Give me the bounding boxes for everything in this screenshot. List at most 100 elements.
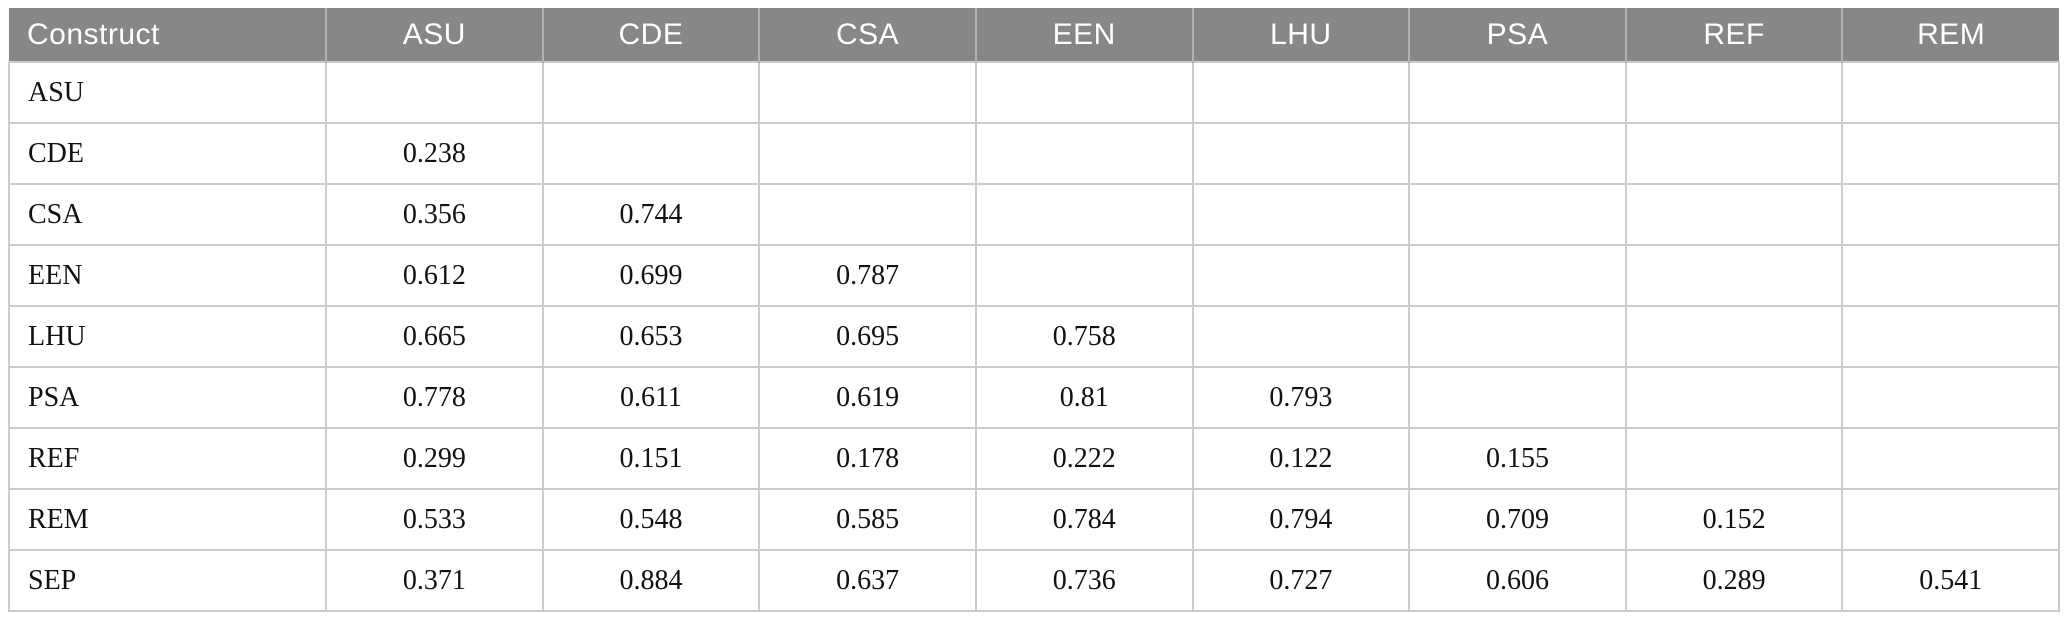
table-row-sep: SEP 0.371 0.884 0.637 0.736 0.727 0.606 … (8, 549, 2060, 612)
cell-psa-rem (1841, 366, 2060, 429)
cell-sep-asu: 0.371 (325, 549, 544, 612)
row-label-sep: SEP (8, 549, 327, 612)
cell-ref-ref (1624, 427, 1844, 490)
cell-een-ref (1624, 244, 1844, 307)
row-label-rem: REM (8, 488, 327, 551)
cell-sep-rem: 0.541 (1841, 549, 2060, 612)
cell-ref-rem (1841, 427, 2060, 490)
cell-ref-csa: 0.178 (758, 427, 977, 490)
table-header-row: Construct ASU CDE CSA EEN LHU PSA REF RE… (9, 8, 2059, 62)
cell-lhu-cde: 0.653 (541, 305, 761, 368)
cell-psa-ref (1624, 366, 1844, 429)
cell-asu-ref (1624, 61, 1844, 124)
cell-csa-rem (1841, 183, 2060, 246)
table-row-asu: ASU (8, 61, 2060, 124)
cell-lhu-een: 0.758 (974, 305, 1194, 368)
table-row-ref: REF 0.299 0.151 0.178 0.222 0.122 0.155 (8, 427, 2060, 490)
table-row-psa: PSA 0.778 0.611 0.619 0.81 0.793 (8, 366, 2060, 429)
cell-rem-psa: 0.709 (1408, 488, 1627, 551)
cell-ref-asu: 0.299 (325, 427, 544, 490)
cell-cde-een (974, 122, 1194, 185)
cell-psa-een: 0.81 (974, 366, 1194, 429)
table-row-csa: CSA 0.356 0.744 (8, 183, 2060, 246)
table-row-cde: CDE 0.238 (8, 122, 2060, 185)
cell-ref-cde: 0.151 (541, 427, 761, 490)
column-header-asu: ASU (325, 8, 543, 62)
column-header-construct: Construct (9, 8, 326, 62)
cell-asu-cde (541, 61, 761, 124)
cell-asu-lhu (1191, 61, 1411, 124)
cell-lhu-ref (1624, 305, 1844, 368)
cell-sep-csa: 0.637 (758, 549, 977, 612)
cell-rem-lhu: 0.794 (1191, 488, 1411, 551)
cell-psa-csa: 0.619 (758, 366, 977, 429)
cell-rem-csa: 0.585 (758, 488, 977, 551)
cell-asu-een (974, 61, 1194, 124)
correlation-matrix-table: Construct ASU CDE CSA EEN LHU PSA REF RE… (8, 8, 2060, 612)
cell-sep-ref: 0.289 (1624, 549, 1844, 612)
table-row-lhu: LHU 0.665 0.653 0.695 0.758 (8, 305, 2060, 368)
cell-een-rem (1841, 244, 2060, 307)
cell-lhu-asu: 0.665 (325, 305, 544, 368)
cell-rem-rem (1841, 488, 2060, 551)
column-header-lhu: LHU (1191, 8, 1410, 62)
cell-csa-csa (758, 183, 977, 246)
column-header-csa: CSA (758, 8, 976, 62)
column-header-psa: PSA (1408, 8, 1626, 62)
cell-cde-rem (1841, 122, 2060, 185)
cell-lhu-psa (1408, 305, 1627, 368)
row-label-asu: ASU (8, 61, 327, 124)
cell-lhu-csa: 0.695 (758, 305, 977, 368)
table-row-een: EEN 0.612 0.699 0.787 (8, 244, 2060, 307)
cell-een-een (974, 244, 1194, 307)
column-header-ref: REF (1624, 8, 1843, 62)
cell-lhu-lhu (1191, 305, 1411, 368)
cell-ref-lhu: 0.122 (1191, 427, 1411, 490)
cell-cde-csa (758, 122, 977, 185)
cell-csa-een (974, 183, 1194, 246)
row-label-lhu: LHU (8, 305, 327, 368)
row-label-een: EEN (8, 244, 327, 307)
column-header-een: EEN (974, 8, 1193, 62)
cell-psa-cde: 0.611 (541, 366, 761, 429)
cell-cde-psa (1408, 122, 1627, 185)
cell-csa-ref (1624, 183, 1844, 246)
cell-csa-asu: 0.356 (325, 183, 544, 246)
cell-sep-lhu: 0.727 (1191, 549, 1411, 612)
cell-een-csa: 0.787 (758, 244, 977, 307)
cell-een-lhu (1191, 244, 1411, 307)
cell-cde-lhu (1191, 122, 1411, 185)
cell-cde-asu: 0.238 (325, 122, 544, 185)
cell-sep-cde: 0.884 (541, 549, 761, 612)
cell-asu-csa (758, 61, 977, 124)
cell-csa-cde: 0.744 (541, 183, 761, 246)
cell-een-cde: 0.699 (541, 244, 761, 307)
cell-sep-een: 0.736 (974, 549, 1194, 612)
cell-rem-asu: 0.533 (325, 488, 544, 551)
cell-asu-asu (325, 61, 544, 124)
cell-asu-rem (1841, 61, 2060, 124)
cell-lhu-rem (1841, 305, 2060, 368)
cell-een-asu: 0.612 (325, 244, 544, 307)
cell-psa-lhu: 0.793 (1191, 366, 1411, 429)
row-label-ref: REF (8, 427, 327, 490)
cell-psa-psa (1408, 366, 1627, 429)
cell-een-psa (1408, 244, 1627, 307)
cell-sep-psa: 0.606 (1408, 549, 1627, 612)
cell-csa-lhu (1191, 183, 1411, 246)
column-header-cde: CDE (541, 8, 760, 62)
cell-ref-psa: 0.155 (1408, 427, 1627, 490)
cell-psa-asu: 0.778 (325, 366, 544, 429)
cell-csa-psa (1408, 183, 1627, 246)
cell-asu-psa (1408, 61, 1627, 124)
cell-cde-ref (1624, 122, 1844, 185)
cell-rem-een: 0.784 (974, 488, 1194, 551)
table-row-rem: REM 0.533 0.548 0.585 0.784 0.794 0.709 … (8, 488, 2060, 551)
row-label-csa: CSA (8, 183, 327, 246)
cell-rem-cde: 0.548 (541, 488, 761, 551)
cell-cde-cde (541, 122, 761, 185)
column-header-rem: REM (1841, 8, 2059, 62)
cell-ref-een: 0.222 (974, 427, 1194, 490)
row-label-psa: PSA (8, 366, 327, 429)
